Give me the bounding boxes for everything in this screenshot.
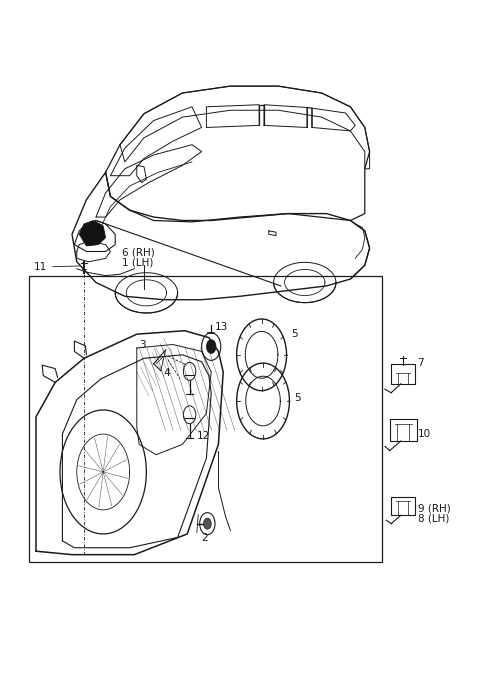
Text: 11: 11 <box>34 262 47 271</box>
Text: 5: 5 <box>291 329 298 339</box>
Text: 2: 2 <box>202 533 208 543</box>
Circle shape <box>204 518 211 529</box>
Text: 5: 5 <box>294 393 301 402</box>
Text: 9 (RH): 9 (RH) <box>418 504 450 513</box>
Text: 3: 3 <box>139 340 146 350</box>
Bar <box>391 364 415 384</box>
Text: 12: 12 <box>197 431 210 441</box>
Polygon shape <box>79 220 106 246</box>
Text: 10: 10 <box>418 429 431 439</box>
Bar <box>390 419 417 441</box>
Bar <box>391 497 415 515</box>
Text: 4: 4 <box>164 369 170 378</box>
Text: 8 (LH): 8 (LH) <box>418 513 449 523</box>
Circle shape <box>206 340 216 353</box>
Text: 1 (LH): 1 (LH) <box>122 258 154 267</box>
Bar <box>29 276 382 562</box>
Text: 13: 13 <box>215 322 228 332</box>
Text: 7: 7 <box>418 358 424 368</box>
Text: 6 (RH): 6 (RH) <box>122 248 155 258</box>
